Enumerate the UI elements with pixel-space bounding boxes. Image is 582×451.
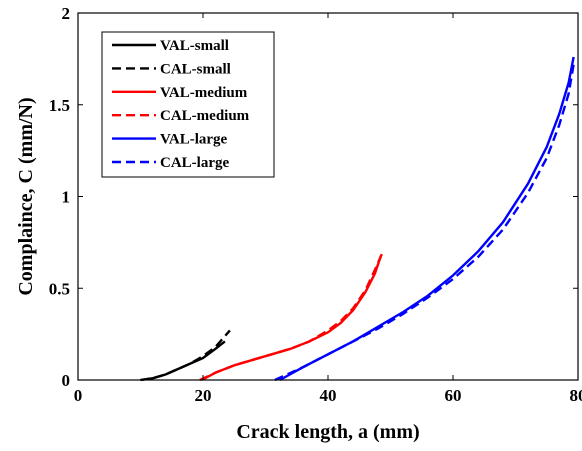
legend-label-cal-large: CAL-large	[160, 155, 229, 171]
x-tick-label: 0	[74, 386, 83, 405]
x-tick-label: 80	[570, 386, 582, 405]
x-tick-label: 20	[195, 386, 212, 405]
legend-label-cal-small: CAL-small	[160, 61, 231, 77]
y-tick-label: 1.5	[49, 96, 70, 115]
series-line-val-medium	[202, 255, 381, 380]
x-tick-label: 60	[445, 386, 462, 405]
legend: VAL-small CAL-small VAL-medium CAL-medium VA…	[102, 32, 274, 177]
legend-label-cal-medium: CAL-medium	[160, 108, 250, 124]
x-tick-label: 40	[320, 386, 337, 405]
y-tick-label: 0.5	[49, 279, 70, 298]
y-tick-label: 0	[62, 371, 71, 390]
y-axis-label: Complaince, C (mm/N)	[15, 97, 37, 295]
legend-label-val-small: VAL-small	[160, 38, 229, 54]
y-tick-label: 2	[62, 4, 71, 23]
x-axis-label: Crack length, a (mm)	[236, 421, 419, 443]
series-line-cal-large	[275, 64, 574, 380]
series-line-cal-medium	[200, 252, 383, 380]
legend-label-val-medium: VAL-medium	[160, 85, 248, 101]
y-tick-label: 1	[62, 188, 71, 207]
legend-label-val-large: VAL-large	[160, 132, 228, 148]
